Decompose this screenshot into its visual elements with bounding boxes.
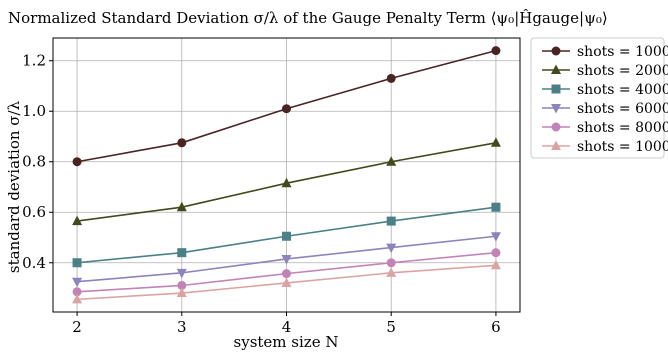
legend-entry: shots = 4000 — [542, 82, 668, 98]
data-point — [491, 202, 501, 212]
x-tick-label: 2 — [72, 318, 82, 336]
data-point — [386, 73, 396, 83]
legend-label: shots = 10000 — [577, 139, 668, 155]
legend-label: shots = 2000 — [577, 63, 668, 79]
y-tick-label: 0.4 — [22, 254, 46, 272]
series — [72, 259, 501, 304]
legend-marker — [551, 64, 561, 74]
data-point — [281, 254, 292, 265]
data-point — [72, 277, 83, 288]
data-point — [177, 138, 187, 148]
x-tick-label: 3 — [177, 318, 187, 336]
data-point — [176, 268, 187, 279]
data-point — [72, 215, 83, 226]
data-point — [176, 201, 187, 212]
series — [72, 137, 501, 226]
data-point — [386, 258, 396, 268]
data-point — [72, 258, 82, 268]
data-point — [177, 248, 187, 258]
legend-marker — [551, 84, 561, 94]
legend-label: shots = 6000 — [577, 101, 668, 117]
y-tick-label: 0.8 — [22, 153, 46, 171]
x-tick-label: 5 — [386, 318, 396, 336]
legend-marker — [551, 104, 561, 114]
legend-entry: shots = 1000 — [542, 44, 668, 60]
y-tick-label: 1.2 — [22, 52, 46, 70]
y-tick-label: 0.6 — [22, 203, 46, 221]
data-point — [72, 293, 83, 304]
data-point — [72, 287, 82, 297]
data-point — [72, 157, 82, 167]
data-point — [490, 137, 501, 147]
chart-title: Normalized Standard Deviation σ/λ of the… — [8, 9, 608, 27]
series — [72, 232, 501, 288]
legend-box — [530, 37, 665, 159]
legend-entry: shots = 2000 — [542, 63, 668, 79]
y-axis-label: standard deviation σ/λ — [5, 100, 23, 273]
series — [72, 248, 501, 297]
data-point — [386, 267, 397, 277]
data-point — [282, 231, 291, 241]
data-point — [386, 243, 397, 254]
legend-entry: shots = 10000 — [542, 139, 668, 155]
data-point — [281, 277, 292, 287]
y-axis-ticks: 0.4 0.6 0.8 1.0 1.2 — [22, 52, 53, 272]
legend-entry: shots = 6000 — [542, 101, 668, 117]
data-point — [490, 259, 501, 270]
x-axis-label: system size N — [234, 333, 339, 351]
data-point — [386, 216, 396, 226]
x-tick-label: 4 — [282, 318, 292, 336]
series — [72, 202, 501, 268]
legend-marker — [551, 140, 561, 150]
data-point — [281, 177, 292, 188]
legend-label: shots = 1000 — [577, 44, 668, 60]
x-tick-label: 6 — [491, 318, 501, 336]
y-tick-label: 1.0 — [22, 102, 46, 120]
legend: shots = 1000 shots = 2000 shots = 4000 shot… — [530, 37, 668, 159]
legend-entry: shots = 8000 — [542, 120, 668, 136]
series-layer — [72, 46, 501, 304]
legend-marker — [551, 46, 561, 56]
data-point — [177, 280, 187, 290]
data-point — [282, 269, 291, 279]
series — [72, 46, 501, 167]
data-point — [386, 156, 397, 166]
data-point — [282, 104, 291, 114]
legend-label: shots = 8000 — [577, 120, 668, 136]
legend-marker — [551, 122, 561, 132]
x-axis-ticks: 2 3 4 5 6 — [72, 312, 501, 336]
data-point — [491, 248, 501, 258]
data-point — [176, 287, 187, 298]
legend-label: shots = 4000 — [577, 82, 668, 98]
data-point — [491, 46, 501, 56]
data-point — [490, 232, 501, 242]
